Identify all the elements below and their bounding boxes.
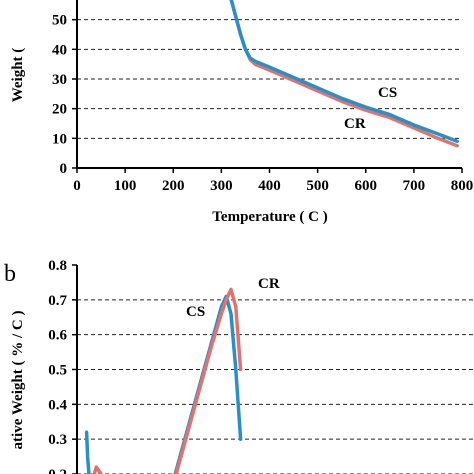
weight-x-tick-label: 0: [73, 178, 81, 194]
weight-chart-axes: [72, 0, 463, 173]
weight-chart-y-axis-title: Weight (: [10, 48, 26, 103]
weight-x-tick-label: 600: [355, 178, 378, 194]
weight-x-tick-label: 400: [258, 178, 281, 194]
weight-chart-grid: [77, 19, 462, 139]
derivative-weight-chart: b 0.8 0.7 0.6 0.5 0.4 0.3 0.2 ative Weight ( %…: [4, 258, 474, 474]
weight-chart-series: [229, 0, 459, 148]
weight-x-tick-label: 500: [306, 178, 329, 194]
weight-y-tick-label: 50: [52, 13, 67, 29]
derivative-chart-y-axis-title: ative Weight ( % / C ): [10, 311, 26, 450]
weight-y-tick-label: 20: [52, 102, 67, 118]
weight-x-tick-label: 800: [451, 178, 474, 194]
panel-b-letter: b: [4, 261, 16, 287]
weight-y-tick-label: 0: [60, 161, 68, 177]
weight-x-tick-label: 700: [403, 178, 426, 194]
derivative-chart-series: [84, 287, 243, 474]
weight-chart-label-cs: CS: [378, 85, 397, 101]
weight-series-cr: [229, 0, 459, 148]
derivative-y-tick-label: 0.7: [48, 293, 67, 309]
derivative-y-tick-label: 0.8: [48, 258, 67, 274]
weight-series-cs: [229, 0, 459, 144]
weight-x-tick-label: 300: [210, 178, 233, 194]
derivative-series-cr: [92, 287, 243, 474]
derivative-y-tick-label: 0.5: [48, 363, 67, 379]
derivative-chart-axes: [72, 264, 78, 474]
derivative-chart-tick-labels: 0.8 0.7 0.6 0.5 0.4 0.3 0.2: [48, 258, 67, 474]
derivative-chart-label-cs: CS: [186, 304, 205, 320]
weight-y-tick-label: 10: [52, 131, 67, 147]
derivative-chart-label-cr: CR: [258, 276, 280, 292]
weight-x-tick-label: 200: [162, 178, 185, 194]
weight-chart-label-cr: CR: [344, 116, 366, 132]
derivative-y-tick-label: 0.6: [48, 328, 67, 344]
derivative-y-tick-label: 0.2: [48, 467, 67, 474]
weight-y-tick-label: 30: [52, 72, 67, 88]
weight-chart-x-axis-title: Temperature ( C ): [212, 209, 327, 225]
weight-y-tick-label: 40: [52, 42, 67, 58]
derivative-y-tick-label: 0.4: [48, 397, 67, 413]
weight-x-tick-label: 100: [114, 178, 137, 194]
derivative-chart-grid: [77, 299, 474, 474]
derivative-y-tick-label: 0.3: [48, 432, 67, 448]
